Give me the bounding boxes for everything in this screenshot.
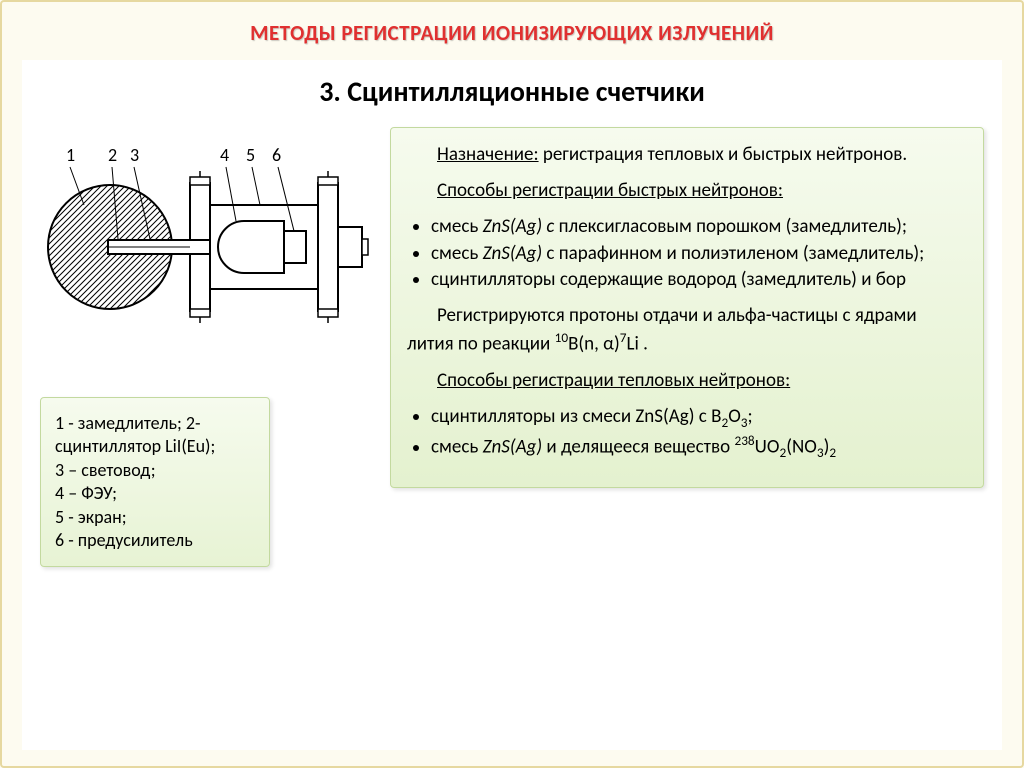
diagram-label-4: 4 xyxy=(220,144,229,166)
fast-item: смесь ZnS(Ag) с плексигласовым порошком … xyxy=(431,214,967,240)
legend-line: 5 - экран; xyxy=(55,506,255,529)
diagram-label-1: 1 xyxy=(66,144,75,166)
diagram-label-3: 3 xyxy=(130,144,139,166)
fast-item: сцинтилляторы содержащие водород (замедл… xyxy=(431,267,967,293)
fast-title: Способы регистрации быстрых нейтронов: xyxy=(407,178,967,204)
thermal-item: смесь ZnS(Ag) и делящееся вещество 238UO… xyxy=(431,432,967,462)
thermal-title: Способы регистрации тепловых нейтронов: xyxy=(407,368,967,394)
fast-item: смесь ZnS(Ag) с парафинном и полиэтилено… xyxy=(431,241,967,267)
detector-diagram: 1 2 3 4 5 6 xyxy=(40,127,370,347)
slide-page: МЕТОДЫ РЕГИСТРАЦИИ ИОНИЗИРУЮЩИХ ИЗЛУЧЕНИ… xyxy=(0,0,1024,768)
info-panel: Назначение: регистрация тепловых и быстр… xyxy=(390,127,984,488)
legend-line: 1 - замедлитель; 2- сцинтиллятор LiI(Eu)… xyxy=(55,412,255,459)
purpose-paragraph: Назначение: регистрация тепловых и быстр… xyxy=(407,142,967,168)
reaction-paragraph: Регистрируются протоны отдачи и альфа-ча… xyxy=(407,303,967,358)
legend-line: 4 – ФЭУ; xyxy=(55,482,255,505)
slide-header: МЕТОДЫ РЕГИСТРАЦИИ ИОНИЗИРУЮЩИХ ИЗЛУЧЕНИ… xyxy=(22,20,1002,60)
diagram-legend: 1 - замедлитель; 2- сцинтиллятор LiI(Eu)… xyxy=(40,397,270,567)
section-subtitle: 3. Сцинтилляционные счетчики xyxy=(40,74,984,109)
legend-line: 6 - предусилитель xyxy=(55,529,255,552)
legend-line: 3 – световод; xyxy=(55,459,255,482)
fast-list: смесь ZnS(Ag) с плексигласовым порошком … xyxy=(407,214,967,293)
content-canvas: 3. Сцинтилляционные счетчики xyxy=(22,60,1002,750)
purpose-label: Назначение: xyxy=(437,143,539,166)
thermal-list: сцинтилляторы из смеси ZnS(Ag) с B2O3; с… xyxy=(407,404,967,463)
diagram-label-2: 2 xyxy=(108,144,117,166)
diagram-label-6: 6 xyxy=(272,144,281,166)
thermal-item: сцинтилляторы из смеси ZnS(Ag) с B2O3; xyxy=(431,404,967,432)
diagram-label-5: 5 xyxy=(246,144,255,166)
left-column: 1 2 3 4 5 6 1 - замедлитель; 2- сцинтилл… xyxy=(40,127,370,567)
purpose-text: регистрация тепловых и быстрых нейтронов… xyxy=(539,143,908,166)
right-column: Назначение: регистрация тепловых и быстр… xyxy=(390,127,984,567)
two-column-layout: 1 2 3 4 5 6 1 - замедлитель; 2- сцинтилл… xyxy=(40,127,984,567)
